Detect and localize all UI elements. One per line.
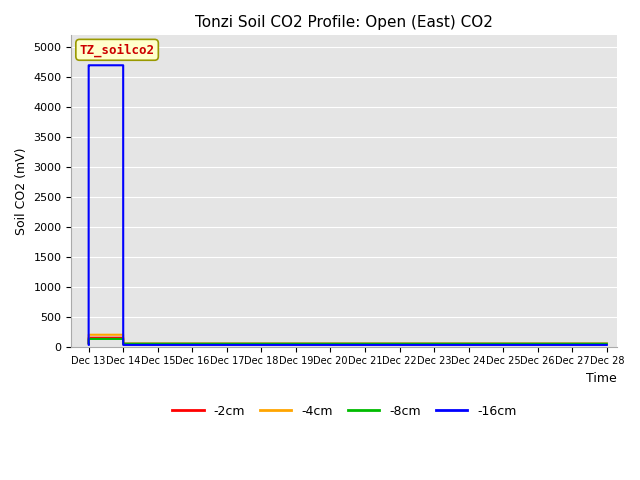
-16cm <box>85 342 93 348</box>
-8cm <box>120 341 127 347</box>
-8cm <box>84 341 92 347</box>
-8cm <box>603 341 611 347</box>
-16cm <box>85 62 93 68</box>
-4cm <box>603 341 611 347</box>
-4cm <box>85 341 93 347</box>
X-axis label: Time: Time <box>586 372 617 385</box>
-4cm <box>85 332 93 337</box>
Y-axis label: Soil CO2 (mV): Soil CO2 (mV) <box>15 147 28 235</box>
-2cm <box>84 341 92 347</box>
-16cm <box>120 342 127 348</box>
-2cm <box>120 341 127 347</box>
-8cm <box>85 336 93 342</box>
-16cm <box>603 342 611 348</box>
-4cm <box>119 332 127 337</box>
Line: -8cm: -8cm <box>88 339 607 344</box>
-2cm <box>119 335 127 341</box>
Line: -4cm: -4cm <box>88 335 607 344</box>
-2cm <box>85 341 93 347</box>
-8cm <box>85 336 93 342</box>
Line: -16cm: -16cm <box>88 65 607 345</box>
-8cm <box>85 341 93 347</box>
-8cm <box>120 341 127 347</box>
Title: Tonzi Soil CO2 Profile: Open (East) CO2: Tonzi Soil CO2 Profile: Open (East) CO2 <box>195 15 493 30</box>
-4cm <box>120 341 127 347</box>
-4cm <box>120 341 127 347</box>
-4cm <box>84 341 92 347</box>
-16cm <box>85 62 93 68</box>
-4cm <box>85 332 93 337</box>
-16cm <box>84 342 92 348</box>
-16cm <box>119 62 127 68</box>
Line: -2cm: -2cm <box>88 338 607 344</box>
-8cm <box>119 336 127 342</box>
-2cm <box>120 341 127 347</box>
-2cm <box>85 335 93 341</box>
Text: TZ_soilco2: TZ_soilco2 <box>79 43 155 57</box>
-2cm <box>603 341 611 347</box>
-16cm <box>120 342 127 348</box>
Legend: -2cm, -4cm, -8cm, -16cm: -2cm, -4cm, -8cm, -16cm <box>167 400 522 423</box>
-2cm <box>85 335 93 341</box>
